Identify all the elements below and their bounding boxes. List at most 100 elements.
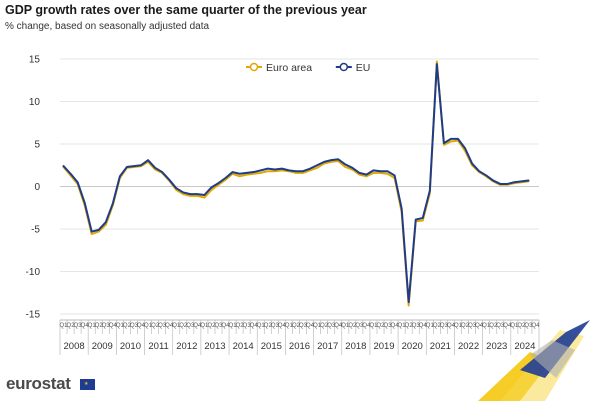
- quarter-tick-label: Q1: [257, 323, 266, 329]
- quarter-tick-label: Q3: [355, 323, 364, 329]
- quarter-tick-label: Q2: [320, 323, 329, 329]
- year-tick-label: 2015: [261, 341, 282, 352]
- grid-lines: [60, 58, 539, 315]
- quarter-tick-label: Q1: [88, 323, 97, 329]
- year-tick-label: 2010: [120, 341, 141, 352]
- quarter-tick-label: Q4: [391, 323, 400, 329]
- quarter-tick-label: Q2: [207, 323, 216, 329]
- quarter-tick-label: Q3: [74, 323, 83, 329]
- eurostat-logo: eurostat: [6, 374, 71, 393]
- y-tick-label: 5: [34, 140, 40, 151]
- series-line-euro-area: [62, 60, 530, 307]
- legend[interactable]: Euro area EU: [246, 62, 370, 74]
- year-tick-label: 2013: [204, 341, 225, 352]
- quarter-tick-label: Q1: [229, 323, 238, 329]
- quarter-tick-label: Q4: [531, 323, 540, 329]
- quarter-tick-label: Q2: [236, 323, 245, 329]
- quarter-tick-label: Q2: [376, 323, 385, 329]
- quarter-tick-label: Q2: [461, 323, 470, 329]
- quarter-tick-label: Q2: [292, 323, 301, 329]
- quarter-tick-label: Q3: [299, 323, 308, 329]
- legend-label-eu: EU: [356, 62, 371, 74]
- year-tick-label: 2019: [373, 341, 394, 352]
- quarter-tick-label: Q1: [398, 323, 407, 329]
- year-tick-label: 2020: [402, 341, 423, 352]
- year-tick-label: 2017: [317, 341, 338, 352]
- quarter-tick-label: Q3: [468, 323, 477, 329]
- quarter-tick-label: Q1: [426, 323, 435, 329]
- quarter-tick-label: Q3: [384, 323, 393, 329]
- quarter-tick-label: Q3: [327, 323, 336, 329]
- quarter-tick-label: Q4: [475, 323, 484, 329]
- year-tick-label: 2021: [430, 341, 451, 352]
- quarter-tick-label: Q1: [482, 323, 491, 329]
- quarter-tick-label: Q2: [489, 323, 498, 329]
- chart-title: GDP growth rates over the same quarter o…: [5, 3, 367, 17]
- eu-flag-icon: ★: [80, 379, 95, 390]
- series-line-eu: [62, 63, 530, 304]
- quarter-tick-label: Q1: [313, 323, 322, 329]
- y-tick-label: 10: [29, 97, 41, 108]
- quarter-tick-label: Q4: [362, 323, 371, 329]
- year-tick-label: 2011: [148, 341, 168, 352]
- quarter-tick-label: Q4: [278, 323, 287, 329]
- y-tick-label: -10: [26, 267, 41, 278]
- quarter-tick-label: Q3: [524, 323, 533, 329]
- quarter-tick-label: Q1: [172, 323, 181, 329]
- y-tick-label: -5: [31, 225, 40, 236]
- quarter-tick-label: Q2: [348, 323, 357, 329]
- quarter-tick-label: Q4: [81, 323, 90, 329]
- quarter-tick-label: Q3: [440, 323, 449, 329]
- year-tick-label: 2016: [289, 341, 310, 352]
- quarter-tick-label: Q2: [433, 323, 442, 329]
- quarter-tick-label: Q3: [102, 323, 111, 329]
- y-tick-label: -15: [26, 310, 41, 321]
- quarter-tick-label: Q4: [419, 323, 428, 329]
- quarter-tick-label: Q1: [369, 323, 378, 329]
- year-tick-label: 2023: [486, 341, 507, 352]
- quarter-tick-label: Q3: [496, 323, 505, 329]
- quarter-tick-label: Q1: [116, 323, 125, 329]
- y-tick-label: 15: [29, 55, 41, 66]
- quarter-tick-label: Q3: [412, 323, 421, 329]
- quarter-tick-label: Q1: [510, 323, 519, 329]
- quarter-tick-label: Q4: [250, 323, 259, 329]
- quarter-tick-label: Q4: [503, 323, 512, 329]
- quarter-tick-label: Q2: [123, 323, 132, 329]
- year-tick-label: 2022: [458, 341, 479, 352]
- quarter-tick-label: Q4: [109, 323, 118, 329]
- quarter-tick-label: Q3: [158, 323, 167, 329]
- quarter-tick-label: Q4: [306, 323, 315, 329]
- quarter-tick-label: Q1: [285, 323, 294, 329]
- quarter-tick-label: Q2: [517, 323, 526, 329]
- quarter-tick-label: Q4: [193, 323, 202, 329]
- year-tick-label: 2012: [176, 341, 197, 352]
- legend-marker-eu: [339, 62, 349, 72]
- quarter-tick-label: Q1: [144, 323, 153, 329]
- quarter-tick-label: Q3: [214, 323, 223, 329]
- series-lines: [62, 60, 530, 307]
- quarter-tick-label: Q4: [165, 323, 174, 329]
- quarter-tick-label: Q4: [137, 323, 146, 329]
- legend-marker-euro-area: [249, 62, 259, 72]
- quarter-tick-label: Q3: [130, 323, 139, 329]
- quarter-tick-label: Q2: [95, 323, 104, 329]
- quarter-tick-label: Q3: [243, 323, 252, 329]
- quarter-tick-label: Q1: [60, 323, 69, 329]
- y-axis-ticks: 15 10 5 0 -5 -10 -15: [26, 55, 41, 321]
- quarter-tick-label: Q2: [179, 323, 188, 329]
- quarter-tick-label: Q2: [151, 323, 160, 329]
- quarter-tick-label: Q1: [341, 323, 350, 329]
- quarter-tick-label: Q2: [264, 323, 273, 329]
- year-tick-label: 2008: [64, 341, 85, 352]
- eurostat-swoosh-icon: [478, 320, 590, 401]
- quarter-tick-label: Q2: [67, 323, 76, 329]
- year-tick-label: 2018: [345, 341, 366, 352]
- chart-subtitle: % change, based on seasonally adjusted d…: [5, 21, 210, 32]
- year-tick-label: 2014: [233, 341, 254, 352]
- quarter-tick-label: Q4: [447, 323, 456, 329]
- year-tick-label: 2009: [92, 341, 113, 352]
- quarter-tick-label: Q2: [405, 323, 414, 329]
- year-tick-label: 2024: [514, 341, 535, 352]
